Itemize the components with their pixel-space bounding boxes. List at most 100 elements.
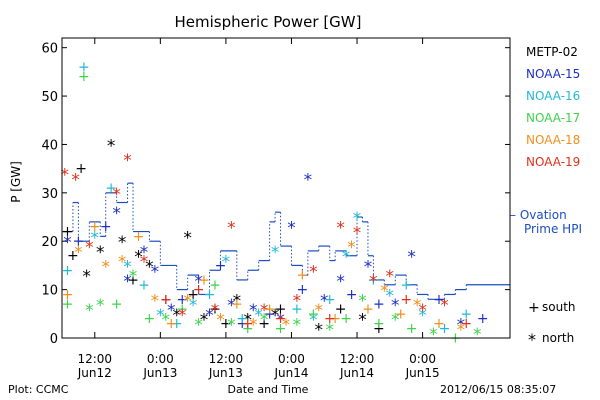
data-point-noaa-16: * [309,311,318,331]
data-point-noaa-16: + [62,263,74,279]
data-point-noaa-15: + [100,219,112,235]
legend-ovation-line1: – Ovation [510,208,567,222]
data-point-noaa-18: + [362,301,374,317]
data-point-noaa-18: * [282,315,291,335]
legend-entry: NOAA-19 [526,155,580,169]
data-point-noaa-17: * [325,320,334,340]
data-point-metp-02: + [275,301,287,317]
data-point-noaa-15: + [373,297,385,313]
x-tick-date-label: Jun12 [77,366,112,380]
data-point-noaa-19: * [353,224,362,244]
data-point-metp-02: * [82,267,91,287]
data-point-noaa-19: + [460,316,472,332]
x-tick-label: 0:00 [147,352,174,366]
data-point-noaa-17: + [406,321,418,337]
data-point-noaa-17: * [473,325,482,345]
data-point-noaa-18: + [297,268,309,284]
x-tick-label: 12:00 [77,352,112,366]
legend-north-marker: * [528,330,536,349]
data-point-noaa-15: * [304,170,313,190]
y-tick-label: 50 [41,90,58,105]
data-point-noaa-18: * [118,253,127,273]
data-point-noaa-15: * [227,296,236,316]
data-point-noaa-17: + [209,277,221,293]
x-tick-label: 12:00 [209,352,244,366]
data-point-noaa-18: * [347,238,356,258]
data-point-noaa-18: + [329,311,341,327]
y-tick-label: 60 [41,42,58,57]
data-point-noaa-19: * [140,253,149,273]
data-point-noaa-19: * [178,306,187,326]
y-tick-label: 0 [50,332,58,347]
data-point-noaa-19: * [336,219,345,239]
plot-credit: Plot: CCMC [8,383,69,396]
data-point-noaa-17: + [111,297,123,313]
data-point-noaa-17: * [85,301,94,321]
data-point-metp-02: + [373,321,385,337]
data-point-noaa-16: + [105,181,117,197]
axis-ticks: 010203040506012:00Jun120:00Jun1312:00Jun… [41,38,510,380]
data-point-noaa-16: + [400,277,412,293]
data-point-noaa-16: + [204,287,216,303]
data-point-noaa-18: * [315,301,324,321]
x-tick-date-label: Jun13 [142,366,177,380]
data-point-noaa-16: + [291,301,303,317]
legend-entry: METP-02 [526,45,578,59]
data-point-noaa-17: + [275,321,287,337]
data-point-noaa-18: * [457,320,466,340]
x-tick-label: 12:00 [340,352,375,366]
data-point-noaa-15: * [407,248,416,268]
ovation-line [62,182,510,300]
x-tick-date-label: Jun15 [405,366,440,380]
data-point-noaa-17: + [62,297,74,313]
data-point-noaa-19: + [193,282,205,298]
data-point-noaa-17: * [429,325,438,345]
data-point-noaa-15: + [477,311,489,327]
data-point-noaa-19: * [60,165,69,185]
data-point-noaa-18: * [249,315,258,335]
data-point-noaa-19: + [242,316,254,332]
data-point-metp-02: + [127,272,139,288]
data-point-metp-02: + [67,248,79,264]
data-point-noaa-18: * [216,311,225,331]
data-point-noaa-19: * [85,238,94,258]
data-point-noaa-16: + [460,306,472,322]
data-point-noaa-18: + [231,297,243,313]
data-point-noaa-17: + [242,321,254,337]
data-point-metp-02: * [145,257,154,277]
x-tick-date-label: Jun13 [208,366,243,380]
data-point-noaa-15: + [236,316,248,332]
legend-south-label: south [542,300,576,314]
data-point-noaa-17: * [96,296,105,316]
legend-south-marker: + [528,300,540,316]
data-point-noaa-18: + [165,316,177,332]
legend-north-label: north [542,331,574,345]
data-point-noaa-16: + [171,316,183,332]
data-point-noaa-15: * [320,291,329,311]
data-point-noaa-17: + [144,311,156,327]
data-points: +++****+* *+**+*++** + *+*+* +* ++*****+**+*+… [60,60,488,347]
data-point-noaa-19: * [260,301,269,321]
data-point-noaa-15: * [205,306,214,326]
data-point-metp-02: + [335,301,347,317]
data-point-noaa-15: * [287,219,296,239]
data-point-metp-02: * [183,228,192,248]
data-point-noaa-16: * [91,228,100,248]
data-point-noaa-18: * [151,291,160,311]
x-tick-label: 0:00 [409,352,436,366]
x-tick-label: 0:00 [278,352,305,366]
data-point-noaa-17: * [260,311,269,331]
data-point-noaa-16: * [156,306,165,326]
data-point-noaa-17: * [293,315,302,335]
data-point-noaa-17: * [391,311,400,331]
data-point-noaa-16: + [439,321,451,337]
legend: METP-02 NOAA-15 NOAA-16 NOAA-17 NOAA-18 NOAA-… [510,45,582,349]
data-point-noaa-19: * [309,262,318,282]
data-point-metp-02: + [62,224,74,240]
data-point-noaa-19: + [160,292,172,308]
data-point-noaa-15: * [336,272,345,292]
data-point-metp-02: * [96,243,105,263]
data-point-noaa-19: * [293,291,302,311]
data-point-noaa-19: + [400,292,412,308]
data-point-noaa-19: + [275,311,287,327]
